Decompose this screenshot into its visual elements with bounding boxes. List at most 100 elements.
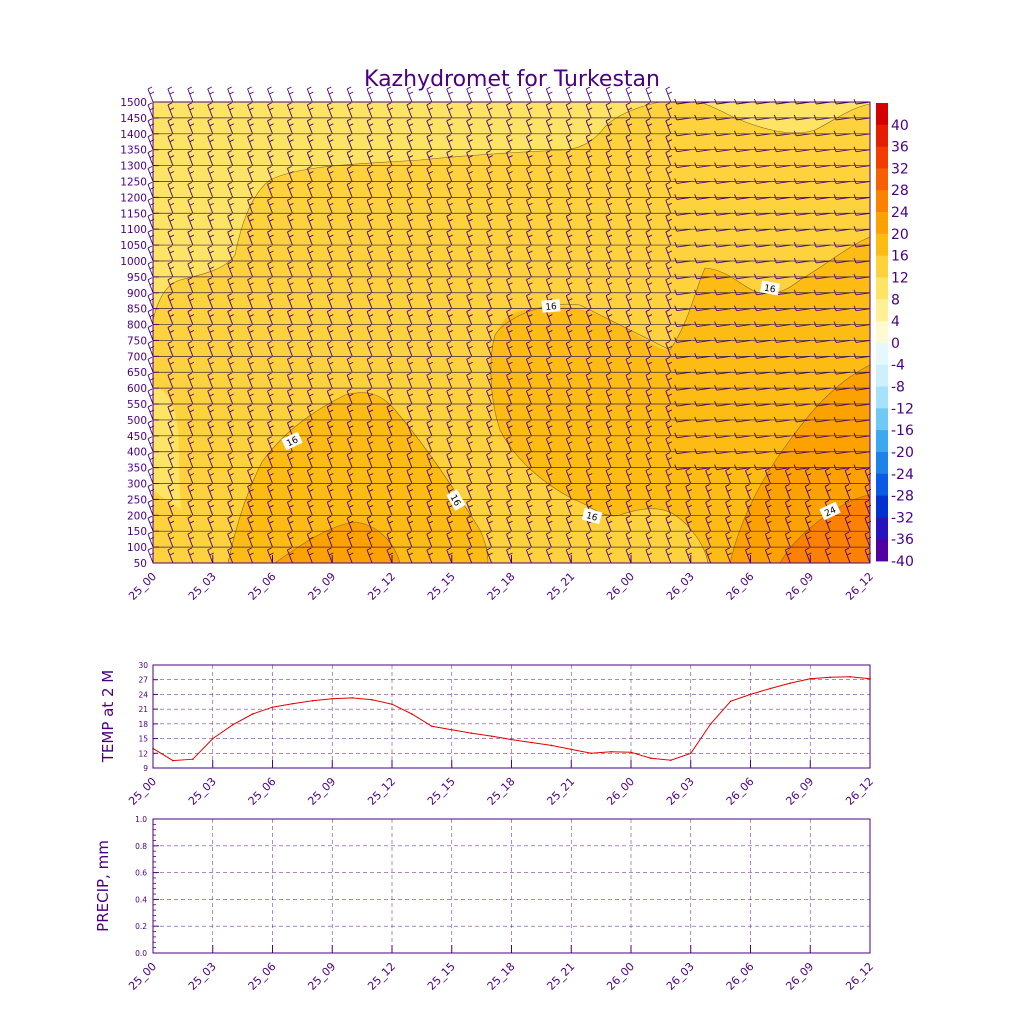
wind-barb [605, 420, 613, 436]
wind-barb [466, 245, 473, 262]
wind-barb [187, 484, 195, 500]
wind-barb [207, 325, 214, 341]
wind-barb [426, 166, 434, 182]
wind-barb [306, 118, 314, 134]
wind-barb [227, 261, 234, 278]
wind-barb [167, 213, 175, 230]
isoline-left-small [274, 521, 401, 564]
wind-barb [545, 166, 553, 182]
wind-barb [286, 118, 294, 134]
wind-barb [326, 452, 334, 468]
wind-barb [466, 452, 473, 468]
wind-barb [346, 420, 354, 436]
y-tick-label: 250 [127, 494, 147, 506]
wind-barb [247, 293, 254, 309]
wind-barb [207, 547, 214, 564]
wind-barb [486, 150, 493, 166]
wind-barb [545, 277, 553, 293]
wind-barb [326, 340, 334, 357]
wind-barb [525, 484, 533, 500]
wind-barb [665, 166, 673, 182]
wind-barb [286, 547, 294, 564]
wind-barb [525, 277, 533, 293]
wind-barb [267, 547, 274, 564]
wind-barb [247, 436, 254, 452]
wind-barb [525, 547, 533, 564]
wind-barb [645, 372, 653, 389]
wind-barb [506, 547, 513, 564]
colorbar-swatch [876, 386, 888, 409]
precip-axis-label: PRECIP, mm [94, 840, 112, 932]
wind-barb [207, 468, 214, 484]
temperature-point [689, 752, 692, 755]
wind-barb [326, 531, 334, 548]
x-tick-label: 25_09 [305, 960, 338, 993]
wind-barb [486, 197, 493, 214]
wind-barb [645, 484, 653, 500]
x-tick-label: 26_09 [783, 960, 816, 993]
wind-barb [346, 499, 354, 516]
wind-barb [426, 340, 434, 357]
wind-barb [665, 277, 673, 293]
wind-barb [207, 388, 214, 405]
x-tick-label: 26_12 [843, 960, 876, 993]
colorbar-swatch [876, 342, 888, 366]
wind-barb [286, 499, 294, 516]
wind-barb [665, 213, 673, 230]
wind-barb [366, 515, 374, 532]
wind-barb [525, 356, 533, 373]
wind-barb [167, 531, 175, 548]
wind-barb [685, 499, 692, 516]
wind-barb [227, 340, 234, 357]
wind-barb [506, 181, 513, 198]
wind-barb [227, 229, 234, 246]
temperature-axis-label: TEMP at 2 M [99, 670, 117, 764]
wind-barb [227, 420, 234, 436]
wind-barb [665, 499, 673, 516]
wind-barb [665, 325, 673, 341]
wind-barb [227, 150, 234, 166]
wind-barb [585, 293, 593, 309]
wind-barb [784, 531, 792, 548]
wind-barb [187, 404, 195, 421]
colorbar-label: -4 [891, 358, 905, 374]
temperature-grid [153, 665, 870, 768]
wind-barb [366, 388, 374, 405]
wind-barb [804, 484, 812, 500]
x-tick-label: 25_15 [425, 570, 458, 603]
wind-barb [525, 102, 533, 119]
wind-barb [406, 484, 414, 500]
y-tick-label: 1250 [120, 176, 147, 188]
wind-barb [745, 515, 752, 532]
wind-barb [286, 372, 294, 389]
wind-barb [585, 309, 593, 325]
wind-barb [386, 309, 394, 325]
wind-barb [466, 309, 473, 325]
wind-barb [326, 86, 334, 103]
wind-barb [565, 181, 573, 198]
wind-barb [326, 197, 334, 214]
temperature-point [749, 693, 752, 696]
wind-barb [406, 261, 414, 278]
wind-barb [267, 261, 274, 278]
wind-barb [446, 293, 453, 309]
x-tick-label: 26_12 [843, 570, 876, 603]
wind-barb [605, 468, 613, 484]
wind-barb [506, 420, 513, 436]
wind-barb [824, 484, 832, 500]
wind-barb [525, 293, 533, 309]
wind-barb [426, 245, 434, 262]
wind-barb [466, 277, 473, 293]
svg-text:16: 16 [285, 435, 300, 449]
wind-barb [685, 468, 692, 484]
wind-barb [267, 86, 274, 103]
x-tick-label: 25_15 [425, 960, 458, 993]
wind-barb [227, 356, 234, 373]
y-tick-label: 500 [127, 415, 147, 427]
wind-barb [506, 277, 513, 293]
wind-barb [267, 245, 274, 262]
y-tick-label: 15 [138, 735, 148, 744]
wind-barb [386, 499, 394, 516]
wind-barb [506, 261, 513, 278]
wind-barb [446, 229, 453, 246]
